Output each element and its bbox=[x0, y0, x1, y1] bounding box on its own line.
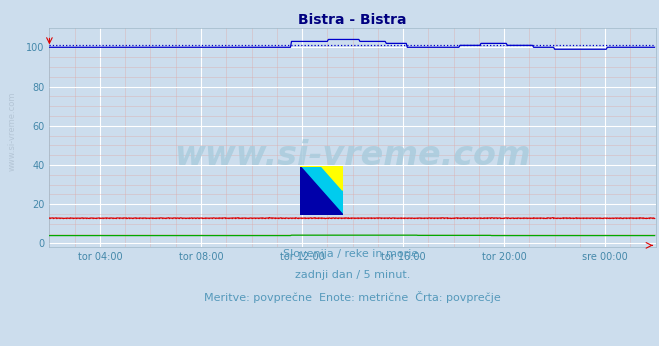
Polygon shape bbox=[300, 166, 343, 215]
Title: Bistra - Bistra: Bistra - Bistra bbox=[299, 12, 407, 27]
Text: www.si-vreme.com: www.si-vreme.com bbox=[174, 139, 531, 172]
Polygon shape bbox=[322, 166, 343, 190]
Text: Slovenija / reke in morje.: Slovenija / reke in morje. bbox=[283, 249, 422, 259]
Polygon shape bbox=[300, 190, 343, 215]
Polygon shape bbox=[300, 166, 343, 190]
Text: zadnji dan / 5 minut.: zadnji dan / 5 minut. bbox=[295, 270, 411, 280]
Polygon shape bbox=[300, 166, 322, 190]
Text: Meritve: povprečne  Enote: metrične  Črta: povprečje: Meritve: povprečne Enote: metrične Črta:… bbox=[204, 291, 501, 303]
Text: www.si-vreme.com: www.si-vreme.com bbox=[8, 92, 17, 171]
Polygon shape bbox=[300, 166, 343, 215]
